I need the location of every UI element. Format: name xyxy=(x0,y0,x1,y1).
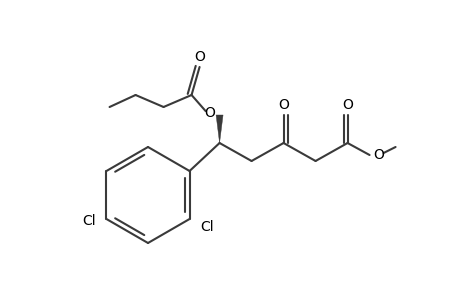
Polygon shape xyxy=(216,115,223,143)
Text: O: O xyxy=(194,50,205,64)
Text: O: O xyxy=(341,98,352,112)
Text: O: O xyxy=(204,106,214,120)
Text: O: O xyxy=(372,148,383,162)
Text: O: O xyxy=(278,98,288,112)
Text: Cl: Cl xyxy=(82,214,95,228)
Text: Cl: Cl xyxy=(200,220,214,234)
